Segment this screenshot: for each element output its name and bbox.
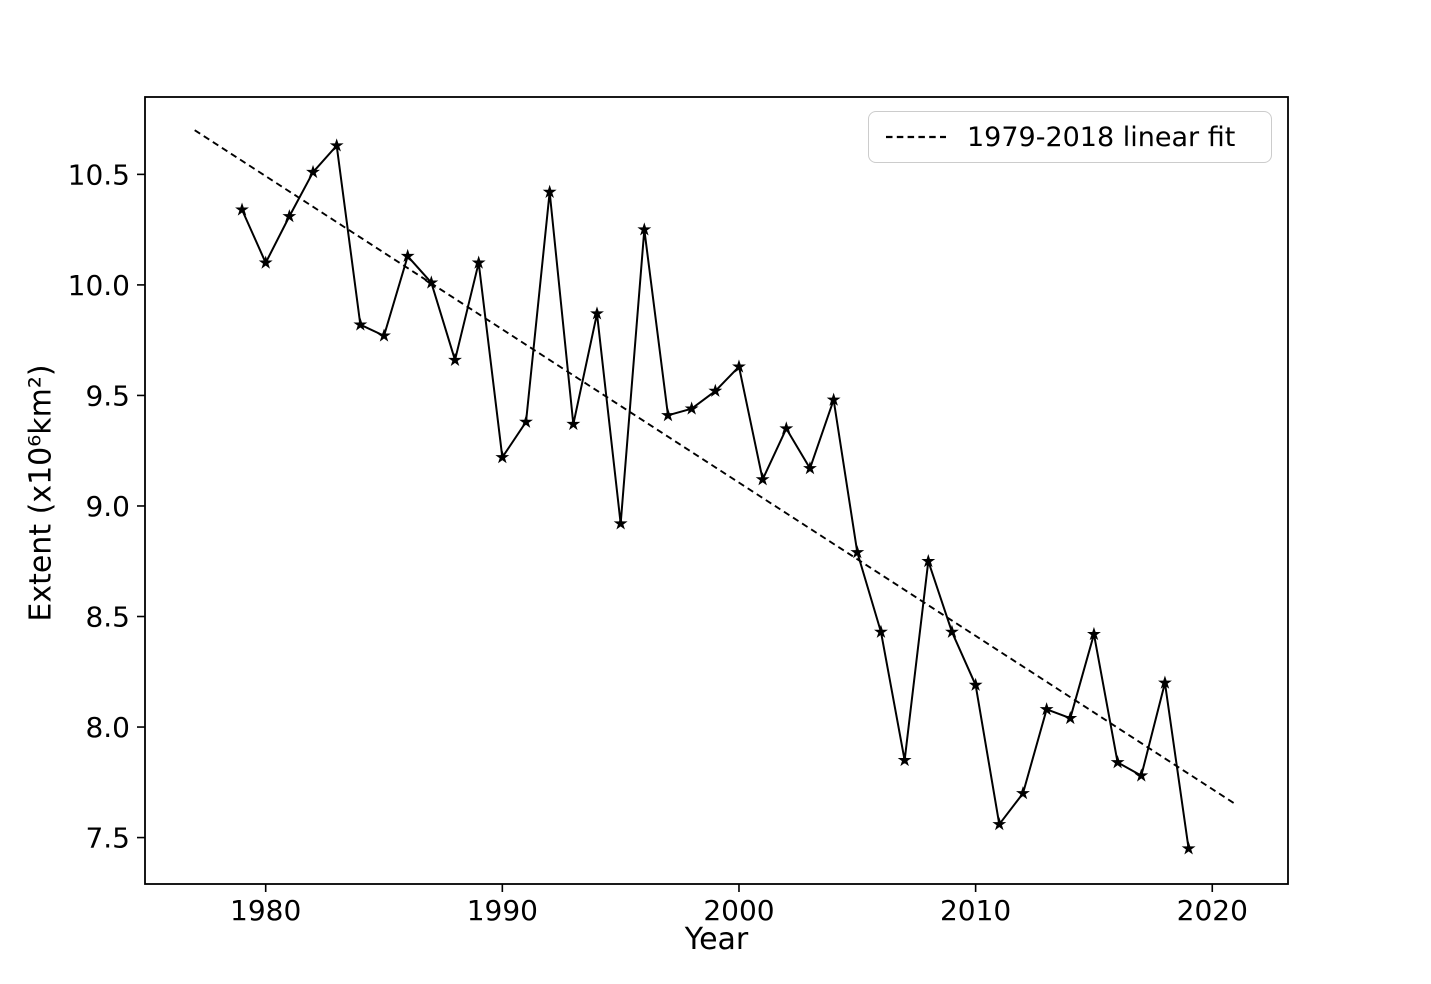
y-tick-label: 10.0 bbox=[68, 269, 130, 302]
data-point-marker bbox=[850, 545, 865, 559]
data-point-marker bbox=[235, 202, 249, 216]
x-tick-label: 1990 bbox=[467, 894, 538, 927]
y-tick-label: 10.5 bbox=[68, 158, 130, 191]
data-point-marker bbox=[542, 184, 557, 198]
data-point-marker bbox=[661, 408, 675, 422]
data-point-marker bbox=[921, 553, 936, 568]
legend-label: 1979-2018 linear fit bbox=[967, 121, 1236, 153]
data-point-marker bbox=[448, 352, 462, 366]
data-point-marker bbox=[1181, 841, 1196, 855]
legend: 1979-2018 linear fit bbox=[868, 111, 1272, 163]
data-point-marker bbox=[377, 328, 391, 342]
data-point-marker bbox=[495, 450, 510, 464]
data-point-marker bbox=[826, 392, 841, 406]
x-tick-label: 2000 bbox=[703, 894, 774, 927]
data-point-marker bbox=[779, 421, 794, 435]
y-tick-label: 8.5 bbox=[85, 601, 130, 634]
data-point-marker bbox=[590, 306, 604, 320]
y-tick-label: 9.0 bbox=[85, 490, 130, 523]
axes-spines bbox=[144, 96, 1289, 885]
trend-line bbox=[194, 129, 1237, 806]
y-tick-label: 7.5 bbox=[85, 822, 130, 855]
x-tick-label: 2020 bbox=[1177, 894, 1248, 927]
data-point-marker bbox=[519, 414, 533, 428]
y-axis-label: Extent (x10⁶km²) bbox=[23, 364, 59, 622]
data-point-marker bbox=[1063, 710, 1078, 725]
data-series-line bbox=[241, 144, 1190, 849]
data-point-marker bbox=[803, 461, 817, 475]
data-point-marker bbox=[1134, 768, 1149, 782]
data-point-marker bbox=[874, 624, 888, 638]
data-point-marker bbox=[471, 255, 486, 269]
data-point-marker bbox=[1158, 675, 1172, 689]
data-point-marker bbox=[945, 624, 959, 638]
data-point-marker bbox=[992, 817, 1007, 831]
data-point-marker bbox=[732, 359, 746, 373]
data-point-marker bbox=[306, 164, 320, 179]
x-tick-label: 2010 bbox=[940, 894, 1011, 927]
data-point-marker bbox=[258, 255, 273, 269]
data-point-marker bbox=[282, 209, 297, 223]
data-point-marker bbox=[1110, 755, 1125, 769]
data-point-marker bbox=[329, 138, 344, 152]
data-point-marker bbox=[897, 752, 912, 767]
data-point-marker bbox=[968, 677, 983, 691]
data-point-marker bbox=[613, 516, 628, 530]
data-point-marker bbox=[708, 383, 723, 397]
data-point-marker bbox=[637, 222, 652, 236]
data-point-marker bbox=[566, 416, 581, 431]
x-axis-label: Year bbox=[684, 922, 749, 957]
data-point-marker bbox=[353, 317, 368, 331]
dashed-line-sample-icon bbox=[886, 135, 946, 139]
data-point-marker bbox=[1016, 786, 1030, 800]
data-point-marker bbox=[1039, 702, 1054, 716]
data-point-marker bbox=[400, 248, 415, 263]
y-tick-label: 8.0 bbox=[85, 711, 130, 744]
data-point-marker bbox=[424, 275, 439, 289]
data-point-marker bbox=[1087, 626, 1101, 641]
x-tick-label: 1980 bbox=[230, 894, 301, 927]
y-tick-label: 9.5 bbox=[85, 379, 130, 412]
data-point-marker bbox=[755, 472, 770, 486]
data-point-marker bbox=[684, 401, 699, 415]
